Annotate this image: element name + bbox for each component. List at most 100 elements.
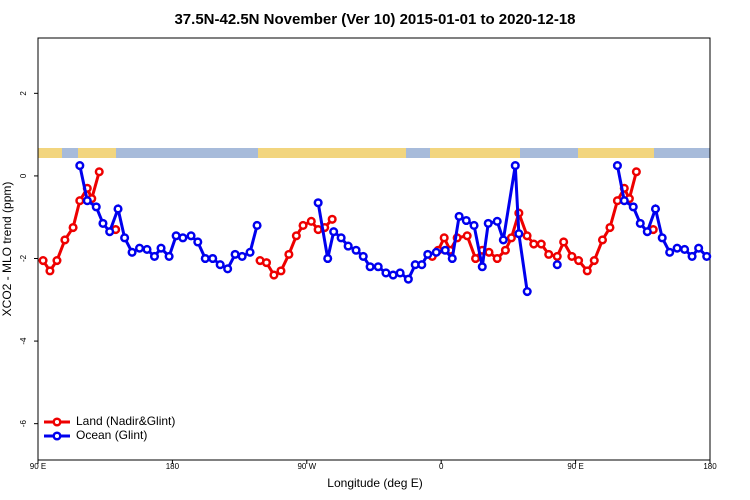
data-point bbox=[142, 244, 152, 254]
data-point bbox=[650, 204, 661, 214]
data-point bbox=[461, 215, 471, 226]
data-point bbox=[582, 266, 592, 276]
data-point bbox=[230, 249, 240, 259]
y-axis-label: XCO2 - MLO trend (ppm) bbox=[0, 182, 14, 317]
data-point bbox=[223, 264, 233, 274]
land-ocean-strip bbox=[38, 148, 710, 158]
data-point bbox=[559, 237, 569, 247]
data-point bbox=[574, 256, 584, 266]
data-point bbox=[470, 253, 481, 264]
data-point bbox=[52, 256, 62, 266]
data-point bbox=[694, 243, 704, 253]
data-point bbox=[200, 253, 210, 264]
y-tick-label: -2 bbox=[19, 254, 28, 262]
data-point bbox=[276, 266, 286, 276]
data-point bbox=[552, 251, 562, 261]
data-point bbox=[98, 218, 108, 228]
data-point bbox=[82, 196, 92, 206]
data-point bbox=[544, 249, 554, 259]
data-point bbox=[665, 247, 675, 257]
data-point bbox=[306, 216, 316, 226]
data-point bbox=[120, 233, 130, 243]
data-point bbox=[628, 202, 638, 212]
legend-label: Land (Nadir&Glint) bbox=[76, 414, 175, 428]
data-point bbox=[68, 222, 78, 233]
data-point bbox=[193, 237, 203, 247]
data-point bbox=[529, 239, 539, 249]
data-point bbox=[351, 245, 361, 255]
data-point bbox=[597, 235, 608, 245]
data-point bbox=[635, 218, 645, 228]
y-tick-label: 0 bbox=[19, 173, 28, 178]
land-strip bbox=[430, 148, 520, 158]
data-point bbox=[536, 239, 546, 249]
data-point bbox=[500, 245, 510, 255]
data-point bbox=[91, 202, 101, 212]
data-point bbox=[327, 214, 337, 224]
data-point bbox=[113, 204, 123, 214]
land-strip bbox=[258, 148, 406, 158]
data-point bbox=[423, 249, 433, 259]
data-point bbox=[631, 167, 641, 177]
legend-label: Ocean (Glint) bbox=[76, 428, 147, 442]
data-point bbox=[252, 220, 262, 231]
chart-title: 37.5N-42.5N November (Ver 10) 2015-01-01… bbox=[174, 11, 575, 28]
data-point bbox=[329, 227, 339, 237]
data-point bbox=[395, 268, 405, 278]
data-point bbox=[38, 256, 48, 266]
data-point bbox=[506, 233, 516, 243]
data-point bbox=[208, 253, 218, 264]
data-point bbox=[178, 233, 188, 243]
data-point bbox=[365, 262, 375, 272]
data-point bbox=[269, 270, 279, 280]
data-point bbox=[514, 229, 524, 239]
x-tick-label: 90 E bbox=[567, 462, 583, 471]
data-point bbox=[431, 247, 441, 257]
x-tick-label: 90 W bbox=[297, 462, 316, 471]
data-point bbox=[45, 266, 55, 276]
data-point bbox=[215, 260, 225, 270]
data-point bbox=[462, 231, 472, 241]
data-point bbox=[477, 262, 487, 272]
data-point bbox=[373, 262, 383, 272]
data-point bbox=[492, 216, 502, 226]
series-line bbox=[615, 165, 708, 259]
data-point bbox=[298, 220, 308, 231]
data-point bbox=[498, 235, 508, 245]
data-point bbox=[454, 211, 464, 221]
data-point bbox=[313, 198, 323, 208]
data-point bbox=[439, 233, 449, 243]
data-point bbox=[417, 260, 427, 270]
data-point bbox=[612, 161, 622, 171]
data-point bbox=[440, 245, 450, 255]
y-tick-label: -4 bbox=[19, 337, 28, 345]
data-point bbox=[657, 233, 667, 243]
data-point bbox=[284, 249, 294, 259]
data-point bbox=[567, 251, 577, 261]
data-point bbox=[680, 244, 690, 254]
data-point bbox=[358, 251, 368, 261]
data-point bbox=[589, 256, 599, 266]
data-point bbox=[134, 243, 145, 253]
data-point bbox=[261, 258, 272, 268]
data-point bbox=[702, 251, 712, 261]
plot-frame bbox=[37, 37, 711, 461]
data-point bbox=[149, 251, 160, 261]
data-point bbox=[619, 196, 629, 206]
series-line bbox=[316, 165, 529, 292]
x-tick-label: 180 bbox=[703, 462, 717, 471]
data-point bbox=[343, 241, 353, 251]
data-point bbox=[105, 227, 115, 237]
data-point bbox=[245, 247, 255, 257]
data-point bbox=[605, 222, 615, 233]
y-tick-label: 2 bbox=[19, 91, 28, 96]
data-point bbox=[291, 231, 301, 241]
data-point bbox=[552, 260, 562, 270]
data-point bbox=[403, 274, 413, 284]
x-axis-label: Longitude (deg E) bbox=[327, 476, 422, 490]
data-point bbox=[186, 231, 196, 241]
y-tick-label: -6 bbox=[19, 420, 28, 428]
data-point bbox=[484, 247, 494, 257]
data-point bbox=[237, 251, 247, 261]
